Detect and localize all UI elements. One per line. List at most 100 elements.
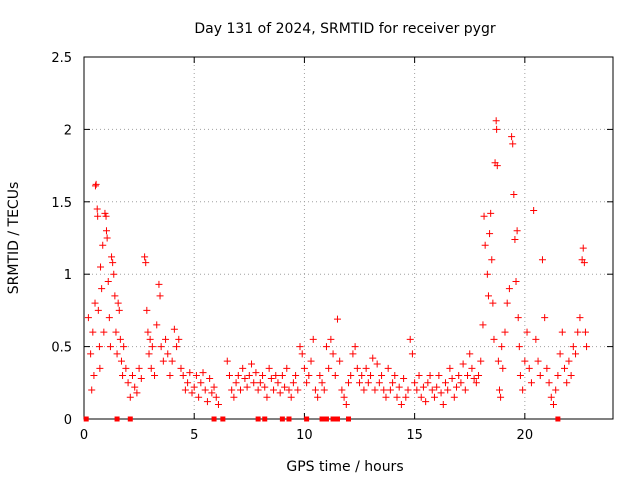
data-point: [109, 259, 117, 267]
data-point: [583, 343, 591, 351]
data-point: [380, 386, 388, 394]
data-point: [470, 374, 478, 382]
data-point: [561, 364, 569, 372]
data-point: [508, 133, 516, 141]
data-point: [501, 328, 509, 336]
data-point: [223, 357, 231, 365]
data-point: [490, 335, 498, 343]
data-point: [89, 328, 97, 336]
x-tick-labels: 0 5 10 15 20: [80, 428, 533, 443]
data-point-zero: [211, 416, 217, 422]
data-point: [197, 379, 205, 387]
data-point: [347, 372, 355, 380]
data-point: [94, 306, 102, 314]
data-point: [574, 328, 582, 336]
data-point: [514, 314, 522, 322]
data-point: [411, 379, 419, 387]
data-point: [466, 350, 474, 358]
data-point: [265, 364, 273, 372]
data-point: [489, 299, 497, 307]
data-point: [519, 386, 527, 394]
data-point: [510, 191, 518, 199]
data-point: [329, 350, 337, 358]
data-point: [99, 241, 107, 249]
x-axis-title: GPS time / hours: [286, 459, 403, 475]
data-point: [455, 372, 463, 380]
data-point: [95, 343, 103, 351]
data-point: [468, 364, 476, 372]
data-point: [541, 314, 549, 322]
data-point-zero: [323, 416, 329, 422]
data-point: [525, 364, 533, 372]
data-point: [90, 372, 98, 380]
data-point: [116, 335, 124, 343]
data-point: [378, 372, 386, 380]
data-point: [521, 357, 529, 365]
data-point: [530, 206, 538, 214]
data-point: [292, 372, 300, 380]
data-point-zero: [262, 416, 268, 422]
data-point: [206, 374, 214, 382]
data-point: [190, 383, 198, 391]
data-point: [415, 372, 423, 380]
data-point: [493, 162, 501, 170]
data-point: [101, 209, 109, 217]
data-point: [360, 386, 368, 394]
data-point: [353, 364, 361, 372]
data-point: [208, 389, 216, 397]
data-point: [558, 328, 566, 336]
data-point: [516, 372, 524, 380]
data-point: [199, 369, 207, 377]
data-point: [300, 364, 308, 372]
data-point: [536, 372, 544, 380]
data-point: [461, 386, 469, 394]
y-tick-labels: 0 0.5 1 1.5 2 2.5: [51, 51, 72, 428]
data-point-zero: [346, 416, 351, 422]
data-point: [285, 386, 293, 394]
data-point: [122, 364, 130, 372]
data-point: [333, 315, 341, 323]
y-tick-label: 1.5: [51, 196, 72, 211]
x-tick-label: 0: [80, 428, 88, 443]
data-point: [179, 372, 187, 380]
gridlines: [84, 57, 613, 419]
data-point: [338, 386, 346, 394]
data-point-zero: [83, 416, 89, 422]
data-point: [382, 393, 390, 401]
data-point: [250, 379, 258, 387]
y-axis-title: SRMTID / TECUs: [6, 182, 22, 295]
data-point: [563, 379, 571, 387]
data-point: [309, 335, 317, 343]
data-point: [327, 335, 335, 343]
data-point: [117, 357, 125, 365]
data-point: [188, 389, 196, 397]
data-point: [88, 386, 96, 394]
data-point: [549, 401, 557, 409]
data-point-zero: [319, 416, 325, 422]
data-point: [486, 230, 494, 238]
data-point: [214, 401, 222, 409]
data-point-zero: [220, 416, 226, 422]
data-point: [181, 386, 189, 394]
data-point: [128, 372, 136, 380]
data-point: [543, 364, 551, 372]
data-point: [283, 364, 291, 372]
data-point: [228, 386, 236, 394]
data-point: [281, 383, 289, 391]
data-point: [254, 386, 262, 394]
x-tick-label: 10: [296, 428, 313, 443]
data-point: [105, 314, 113, 322]
data-point: [120, 343, 128, 351]
data-point: [389, 379, 397, 387]
data-point: [498, 343, 506, 351]
data-point: [509, 140, 517, 148]
data-point: [331, 372, 339, 380]
data-point: [256, 379, 264, 387]
data-point: [484, 292, 492, 300]
data-point: [534, 357, 542, 365]
data-point: [276, 389, 284, 397]
data-point: [552, 386, 560, 394]
data-point: [487, 209, 495, 217]
data-point-zero: [255, 416, 261, 422]
